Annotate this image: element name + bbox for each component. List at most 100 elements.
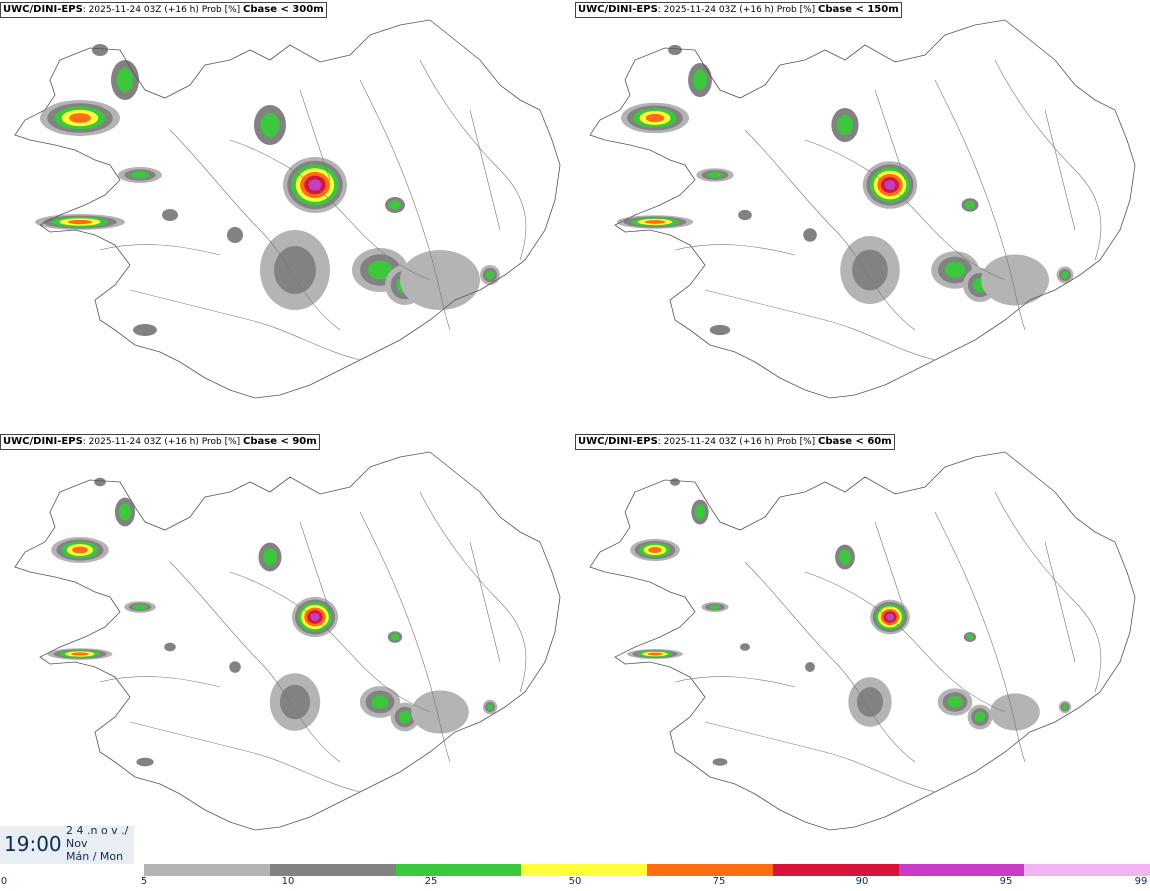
probability-area bbox=[670, 478, 680, 486]
probability-area bbox=[72, 546, 88, 554]
probability-area bbox=[485, 270, 495, 280]
cbase-threshold: Cbase < 90m bbox=[243, 436, 317, 447]
district-border bbox=[419, 59, 527, 261]
probability-area bbox=[668, 44, 682, 56]
panel-title: UWC/DINI-EPS: 2025-11-24 03Z (+16 h) Pro… bbox=[0, 434, 320, 450]
probability-area bbox=[69, 113, 91, 123]
district-border bbox=[99, 676, 221, 688]
colorbar-tick: 10 bbox=[281, 876, 295, 887]
colorbar-tick: 50 bbox=[568, 876, 582, 887]
probability-area bbox=[886, 613, 894, 621]
model-name: UWC/DINI-EPS bbox=[3, 4, 83, 15]
coastline bbox=[14, 19, 561, 399]
district-border bbox=[299, 89, 331, 181]
district-border bbox=[129, 721, 361, 793]
probability-area bbox=[71, 652, 89, 656]
probability-area bbox=[805, 662, 815, 672]
probability-area bbox=[371, 695, 389, 709]
map-panel-cbase-90m: UWC/DINI-EPS: 2025-11-24 03Z (+16 h) Pro… bbox=[0, 432, 575, 862]
cbase-threshold: Cbase < 150m bbox=[818, 4, 899, 15]
probability-area bbox=[133, 604, 147, 610]
probability-area bbox=[164, 642, 176, 652]
probability-area bbox=[712, 758, 728, 766]
probability-colorbar bbox=[144, 864, 1150, 876]
district-border bbox=[469, 541, 501, 663]
probability-area bbox=[227, 227, 243, 243]
probability-area bbox=[94, 477, 106, 487]
valid-date: 2 4 .n o v ./ Nov Mán / Mon bbox=[66, 824, 128, 863]
colorbar-segment-99-100 bbox=[1024, 864, 1150, 876]
probability-area bbox=[260, 113, 280, 137]
probability-area bbox=[706, 172, 724, 178]
district-border bbox=[229, 571, 431, 713]
district-border bbox=[994, 491, 1102, 693]
coastline bbox=[589, 19, 1136, 399]
district-border bbox=[99, 244, 221, 256]
probability-area bbox=[274, 246, 316, 294]
district-border bbox=[704, 289, 936, 361]
map-panel-cbase-150m: UWC/DINI-EPS: 2025-11-24 03Z (+16 h) Pro… bbox=[575, 0, 1150, 430]
probability-area bbox=[389, 200, 401, 210]
district-border bbox=[229, 139, 431, 281]
probability-area bbox=[229, 661, 241, 673]
run-info: : 2025-11-24 03Z (+16 h) Prob [%] bbox=[82, 437, 244, 447]
probability-area bbox=[1061, 271, 1069, 279]
district-border bbox=[874, 521, 906, 613]
colorbar-segment-95-99 bbox=[898, 864, 1025, 876]
probability-area bbox=[67, 219, 93, 225]
probability-area bbox=[310, 612, 320, 622]
probability-area bbox=[694, 504, 706, 520]
district-border bbox=[359, 79, 451, 331]
iceland-map bbox=[589, 19, 1136, 399]
panel-title: UWC/DINI-EPS: 2025-11-24 03Z (+16 h) Pro… bbox=[575, 2, 902, 18]
model-name: UWC/DINI-EPS bbox=[578, 436, 658, 447]
probability-area bbox=[944, 261, 966, 279]
colorbar-segment-10-25 bbox=[269, 864, 396, 876]
cbase-threshold: Cbase < 300m bbox=[243, 4, 324, 15]
valid-time: 19:00 bbox=[4, 832, 62, 856]
district-border bbox=[359, 511, 451, 763]
probability-area bbox=[803, 228, 817, 242]
probability-area bbox=[400, 250, 480, 310]
probability-area bbox=[738, 209, 752, 221]
probability-area bbox=[368, 260, 392, 280]
valid-time-box: 19:00 2 4 .n o v ./ Nov Mán / Mon bbox=[0, 824, 134, 864]
probability-area bbox=[116, 68, 134, 92]
probability-area bbox=[740, 643, 750, 651]
district-border bbox=[934, 511, 1026, 763]
district-border bbox=[1044, 541, 1076, 663]
probability-area bbox=[709, 604, 721, 610]
panel-title: UWC/DINI-EPS: 2025-11-24 03Z (+16 h) Pro… bbox=[0, 2, 327, 18]
colorbar-ticks: 0 5 10 25 50 75 90 95 99 bbox=[0, 876, 1150, 891]
probability-area bbox=[92, 44, 108, 56]
probability-area bbox=[966, 634, 974, 640]
cbase-threshold: Cbase < 60m bbox=[818, 436, 892, 447]
district-border bbox=[744, 561, 916, 763]
colorbar-tick: 99 bbox=[1134, 876, 1148, 887]
colorbar-segment-90-95 bbox=[772, 864, 899, 876]
probability-area bbox=[964, 200, 976, 210]
district-border bbox=[299, 521, 331, 613]
district-border bbox=[804, 571, 1006, 713]
district-border bbox=[169, 561, 341, 763]
probability-area bbox=[162, 209, 178, 221]
probability-area bbox=[947, 696, 963, 708]
probability-area bbox=[647, 652, 663, 656]
district-border bbox=[419, 491, 527, 693]
district-border bbox=[994, 59, 1102, 261]
probability-area bbox=[644, 220, 666, 224]
colorbar-tick: 95 bbox=[999, 876, 1013, 887]
district-border bbox=[469, 109, 501, 231]
run-info: : 2025-11-24 03Z (+16 h) Prob [%] bbox=[657, 437, 819, 447]
colorbar-tick: 75 bbox=[712, 876, 726, 887]
probability-area bbox=[130, 171, 150, 179]
probability-area bbox=[836, 114, 854, 136]
probability-area bbox=[136, 757, 154, 767]
probability-area bbox=[398, 710, 412, 724]
probability-area bbox=[839, 549, 851, 565]
colorbar-segment-5-10 bbox=[144, 864, 270, 876]
probability-area bbox=[390, 633, 400, 641]
district-border bbox=[934, 79, 1026, 331]
colorbar-tick: 25 bbox=[424, 876, 438, 887]
colorbar-segment-25-50 bbox=[395, 864, 522, 876]
